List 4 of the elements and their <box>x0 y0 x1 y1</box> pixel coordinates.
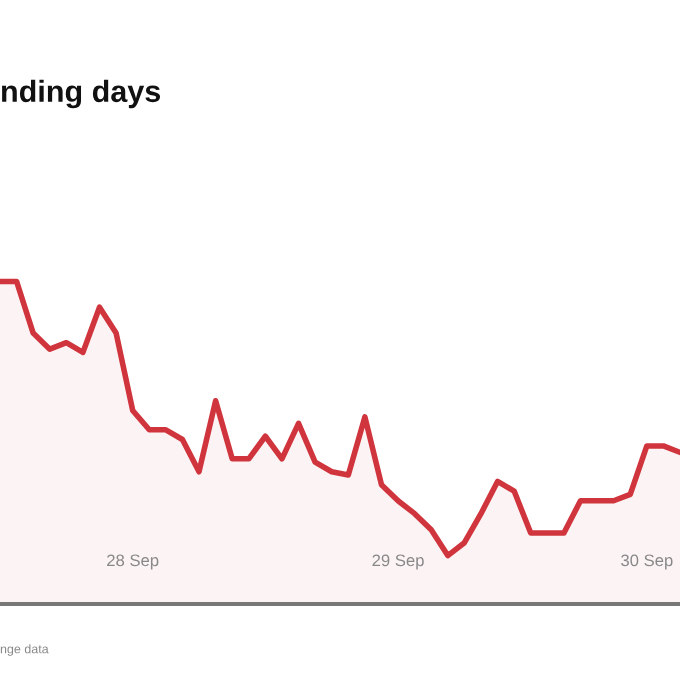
chart-title: nding days <box>2 79 161 109</box>
x-tick-label: 29 Sep <box>372 554 424 570</box>
x-tick-label: 30 Sep <box>621 554 673 570</box>
x-tick-label: 28 Sep <box>107 554 159 570</box>
